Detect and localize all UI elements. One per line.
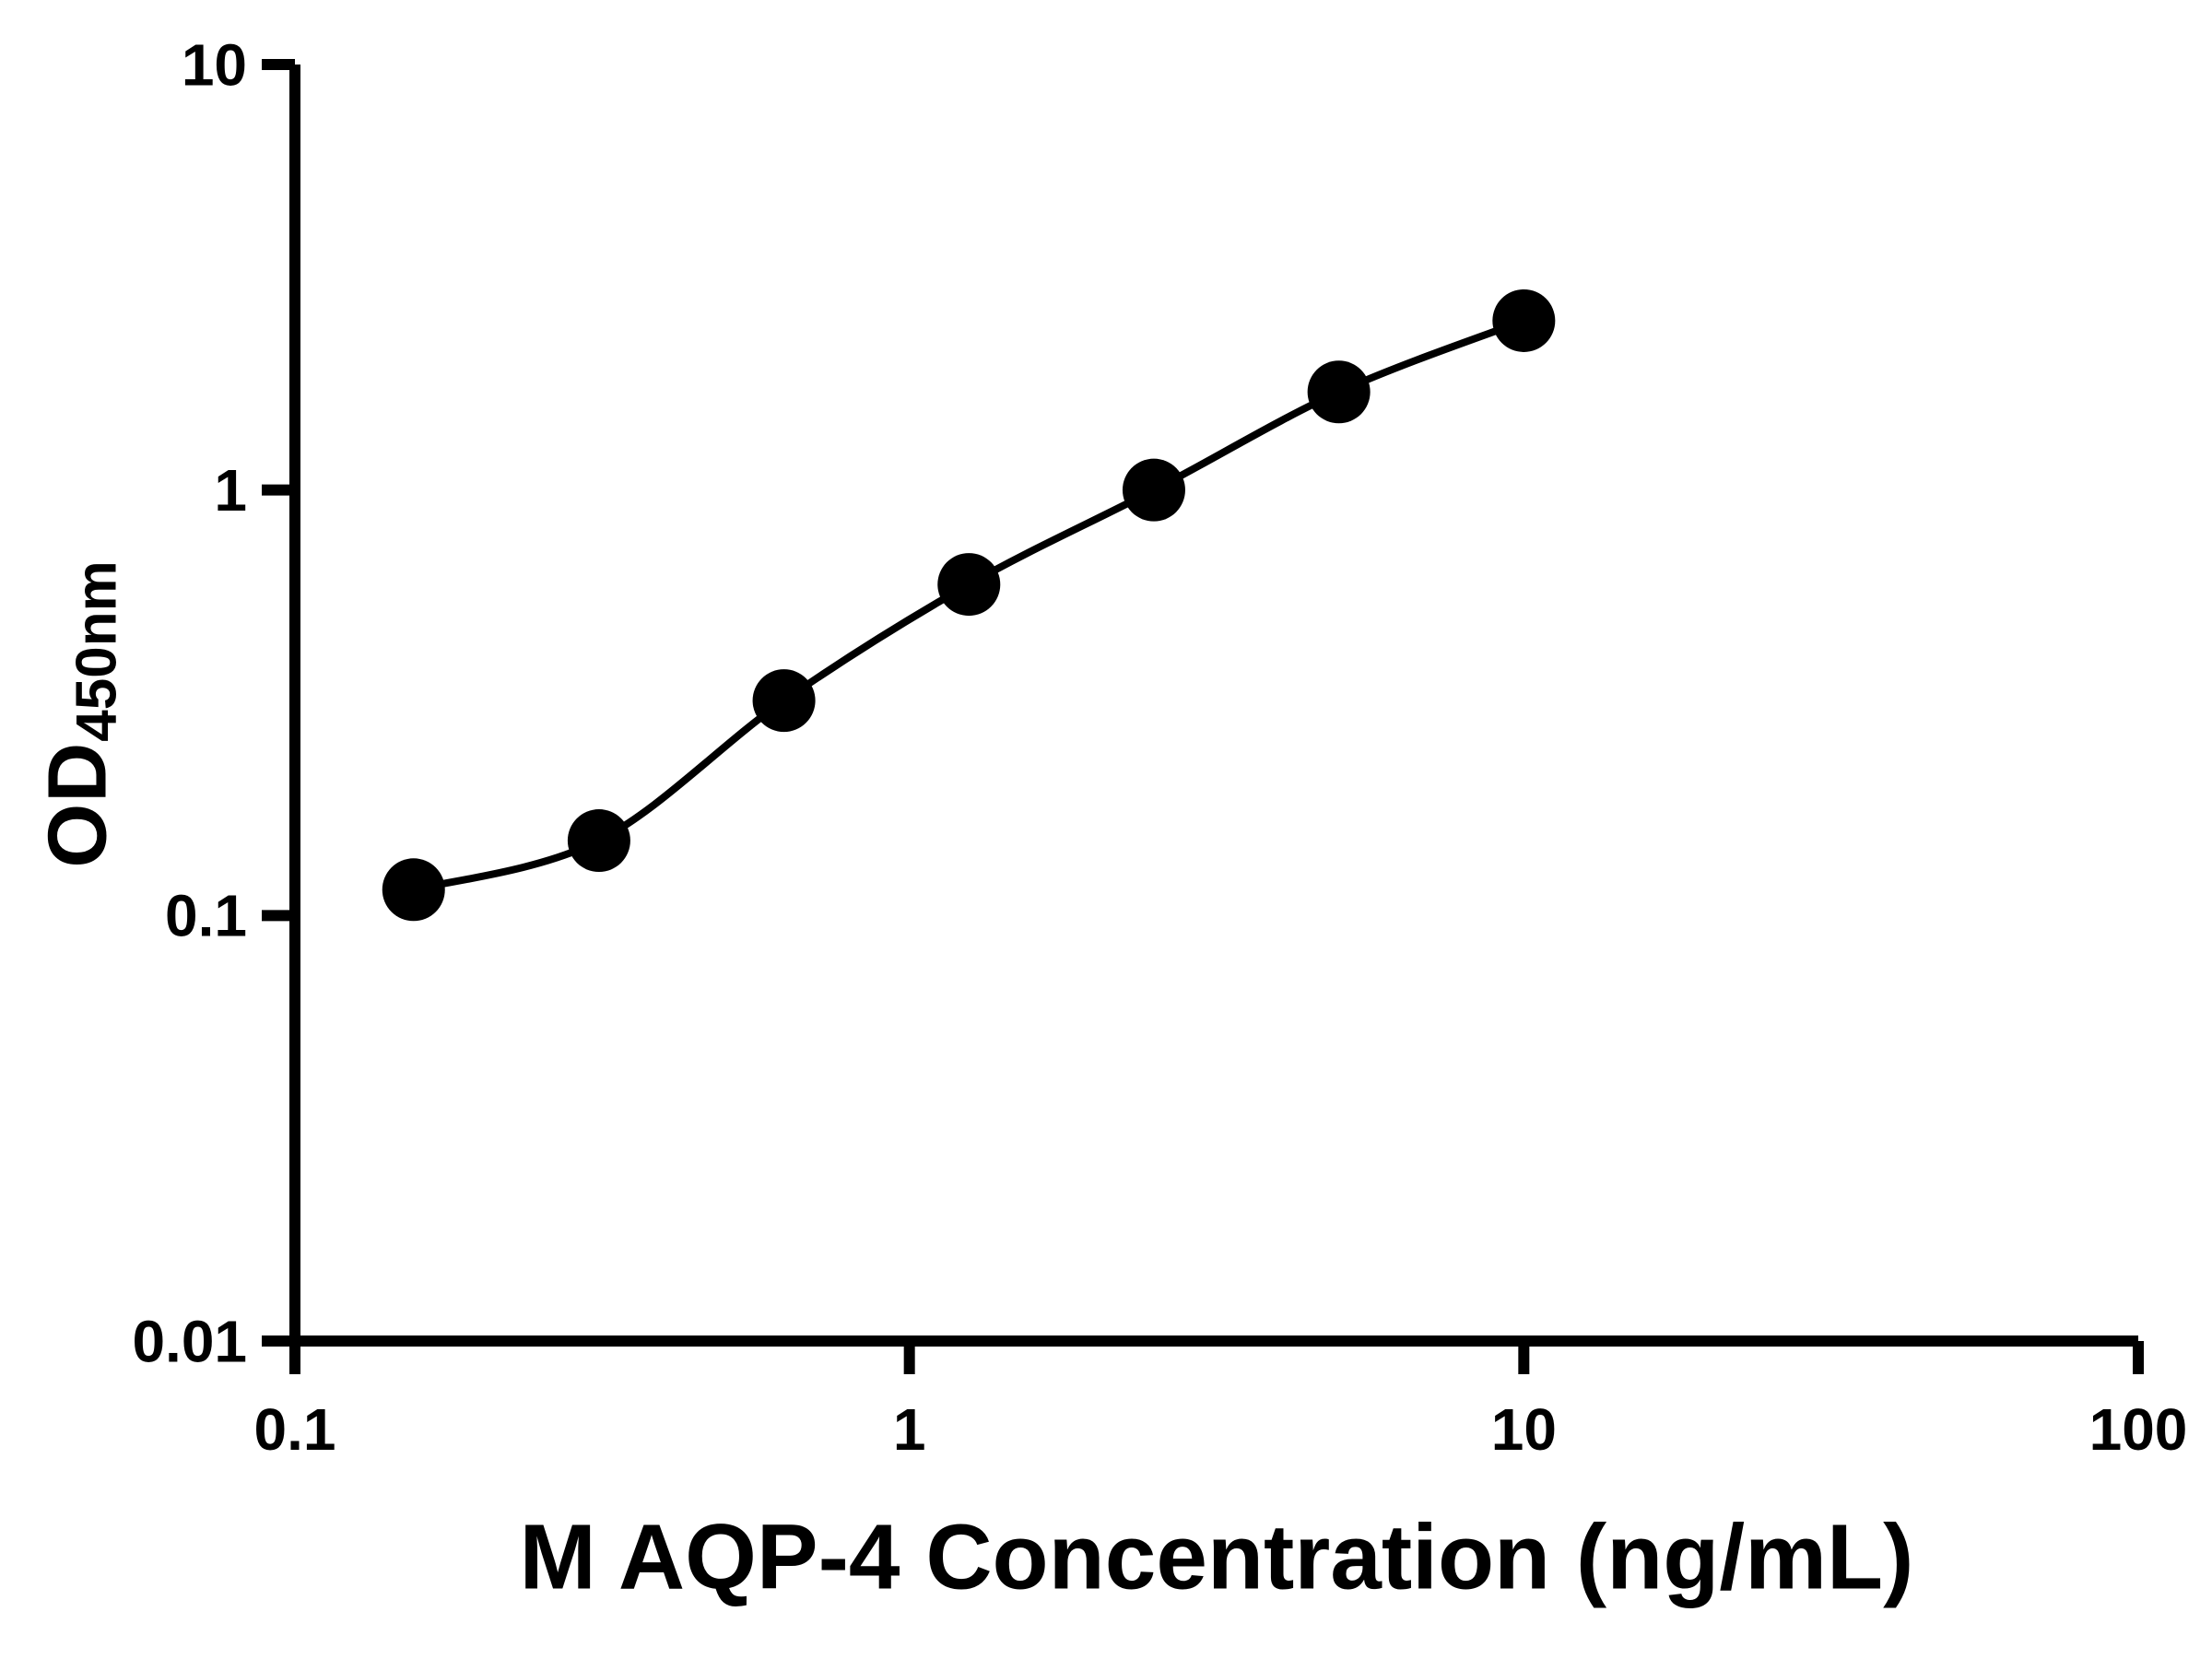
y-axis-title-subscript: 450nm [65, 560, 129, 742]
y-axis-title-main: OD [31, 741, 124, 868]
y-tick-label: 0.1 [165, 883, 247, 949]
x-tick-label: 1 [893, 1396, 926, 1463]
x-axis-title: M AQP-4 Concentration (ng/mL) [519, 1505, 1914, 1609]
data-point [1307, 360, 1371, 424]
data-point [752, 669, 816, 733]
data-point [1492, 288, 1556, 352]
data-point [382, 858, 445, 922]
y-tick-label: 1 [214, 457, 247, 524]
y-axis-title: OD450nm [31, 560, 129, 868]
y-tick-label: 10 [182, 31, 247, 98]
data-point [1122, 458, 1185, 522]
x-tick-label: 100 [2089, 1396, 2188, 1463]
data-point [937, 553, 1001, 617]
data-point [567, 809, 630, 873]
y-tick-label: 0.01 [132, 1308, 247, 1374]
x-tick-label: 10 [1491, 1396, 1557, 1463]
x-tick-label: 0.1 [254, 1396, 336, 1463]
axes-spine [289, 65, 2138, 1347]
